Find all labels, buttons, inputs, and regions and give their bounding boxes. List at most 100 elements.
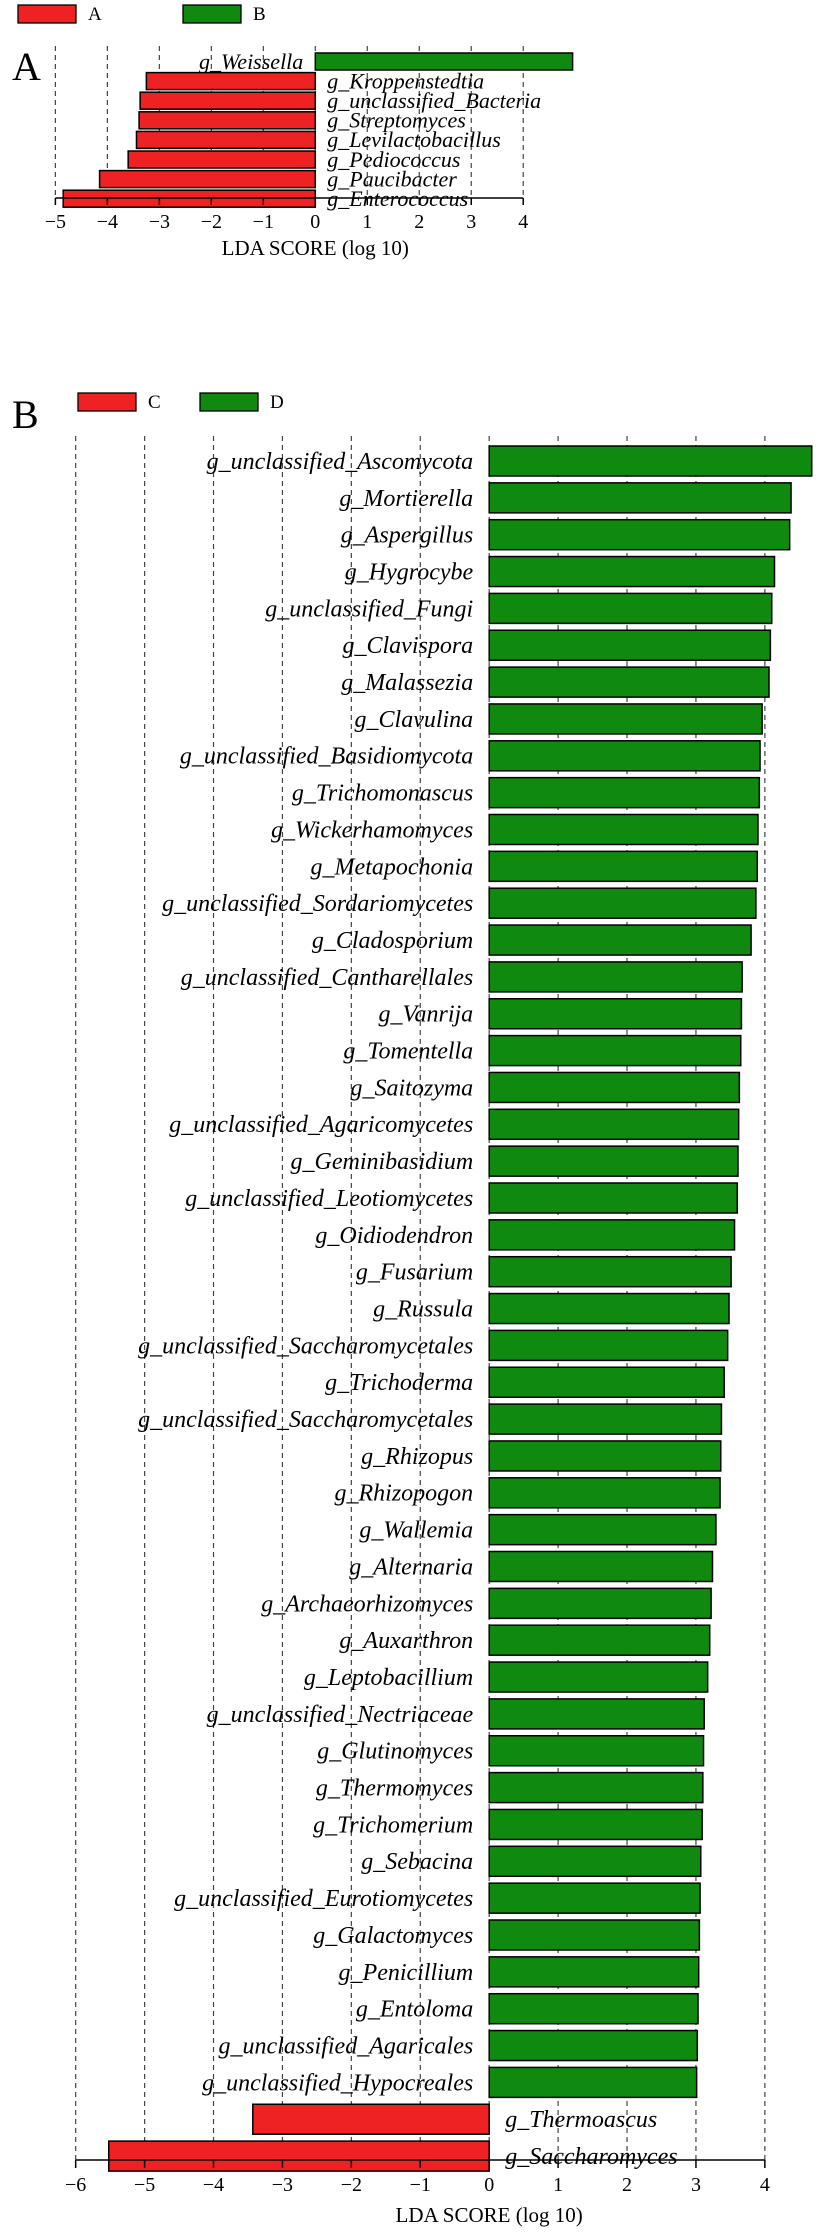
bar-g_unclassified_Cantharellales [488, 961, 743, 993]
bar-label: g_Thermoascus [505, 2107, 657, 2133]
bar-g_Tomentella [488, 1034, 742, 1067]
bar-g_Malassezia [488, 666, 770, 698]
bar-label: g_unclassified_Fungi [265, 596, 473, 622]
bar-label: g_Leptobacillium [304, 1665, 473, 1691]
bar-label: g_Vanrija [379, 1002, 474, 1028]
bar-g_Archaeorhizomyces [488, 1587, 712, 1620]
x-tick-label: −2 [201, 211, 222, 233]
bar-label: g_Hygrocybe [345, 559, 474, 585]
x-tick-label: −5 [45, 211, 66, 233]
bar-label: g_unclassified_Sordariomycetes [162, 891, 473, 917]
bar-label: g_unclassified_Bacteria [327, 88, 541, 113]
bar-label: g_Alternaria [349, 1554, 473, 1580]
x-tick-label: 4 [518, 211, 528, 233]
bar-label: g_Auxarthron [339, 1628, 473, 1654]
bar-label: g_unclassified_Eurotiomycetes [174, 1886, 473, 1912]
bar-g_unclassified_Ascomycota [488, 445, 813, 477]
x-tick-label: −4 [203, 2174, 224, 2196]
bar-g_Penicillium [488, 1956, 700, 1988]
bar-label: g_unclassified_Saccharomycetales [138, 1407, 473, 1433]
x-tick-label: −1 [410, 2174, 431, 2196]
bar-label: g_Aspergillus [341, 523, 473, 549]
bar-label: g_unclassified_Agaricomycetes [169, 1112, 473, 1138]
bar-label: g_Pediococcus [327, 147, 460, 172]
bar-g_unclassified_Saccharomycetales [488, 1329, 729, 1362]
x-tick-label: −4 [97, 211, 118, 233]
bar-g_Weissella [314, 52, 574, 71]
x-tick-label: 3 [466, 211, 476, 233]
bar-g_unclassified_Saccharomycetales [488, 1403, 723, 1435]
bar-g_Oidiodendron [488, 1219, 736, 1251]
bar-label: g_Archaeorhizomyces [261, 1591, 473, 1617]
bar-label: g_Cladosporium [312, 928, 473, 954]
legend-label-C: C [148, 392, 161, 413]
bar-g_Aspergillus [488, 518, 791, 551]
bar-label: g_Oidiodendron [315, 1223, 473, 1249]
bar-g_unclassified_Fungi [488, 592, 773, 625]
legend-swatch-B [182, 4, 242, 24]
bar-label: g_unclassified_Leotiomycetes [185, 1186, 473, 1212]
legend-swatch-C [77, 392, 137, 412]
bar-g_Geminibasidium [488, 1145, 739, 1177]
bar-g_Fusarium [488, 1255, 732, 1288]
bar-g_Sebacina [488, 1845, 702, 1878]
bar-g_unclassified_Nectriaceae [488, 1698, 705, 1730]
legend-label-A: A [88, 4, 102, 25]
bar-label: g_Entoloma [356, 1997, 473, 2023]
bar-label: g_Glutinomyces [317, 1739, 473, 1765]
x-tick-label: 1 [362, 211, 372, 233]
bar-g_Vanrija [488, 998, 743, 1030]
bar-g_unclassified_Hypocreales [488, 2066, 698, 2099]
x-tick-label: −5 [134, 2174, 155, 2196]
bar-label: g_Tomentella [343, 1039, 473, 1065]
bar-label: g_Kroppenstedtia [327, 68, 484, 93]
bar-label: g_unclassified_Agaricales [219, 2033, 474, 2059]
bar-label: g_Streptomyces [327, 108, 465, 133]
bar-label: g_Fusarium [356, 1260, 473, 1286]
bar-g_Mortierella [488, 482, 792, 514]
bar-label: g_unclassified_Ascomycota [207, 449, 474, 475]
bar-g_Alternaria [488, 1550, 714, 1583]
panel-B: B C Dg_unclassified_Ascomycota g_Mortierell… [12, 392, 813, 2227]
bar-label: g_Saitozyma [351, 1075, 474, 1101]
legend-swatch-D [199, 392, 259, 412]
bar-g_Trichomonascus [488, 776, 761, 809]
bar-label: g_Rhizopogon [335, 1481, 474, 1507]
bar-label: g_Russula [373, 1296, 473, 1322]
bar-g_Rhizopus [488, 1440, 722, 1472]
bar-label: g_Trichomonascus [292, 781, 473, 807]
bar-label: g_unclassified_Saccharomycetales [138, 1333, 473, 1359]
x-axis-title: LDA SCORE (log 10) [222, 236, 409, 260]
bar-label: g_Paucibacter [327, 166, 457, 191]
bar-g_Leptobacillium [488, 1661, 709, 1693]
bar-g_Thermoascus [252, 2103, 490, 2135]
bar-g_Saitozyma [488, 1071, 741, 1104]
x-tick-label: −3 [149, 211, 170, 233]
bar-label: g_Metapochonia [311, 854, 474, 880]
bar-g_unclassified_Basidiomycota [488, 740, 761, 772]
x-tick-label: −6 [65, 2174, 86, 2196]
x-tick-label: 0 [310, 211, 320, 233]
bar-g_unclassified_Leotiomycetes [488, 1182, 739, 1214]
bar-label: g_Levilactobacillus [327, 127, 501, 152]
bar-g_Wickerhamomyces [488, 813, 759, 846]
x-tick-label: 2 [622, 2174, 632, 2196]
x-tick-label: 1 [553, 2174, 563, 2196]
bar-g_Thermomyces [488, 1771, 704, 1804]
x-tick-label: 2 [414, 211, 424, 233]
bar-g_Entoloma [488, 1992, 699, 2025]
bar-g_Saccharomyces [108, 2140, 490, 2172]
bar-label: g_Geminibasidium [291, 1149, 474, 1175]
bar-label: g_unclassified_Nectriaceae [207, 1702, 474, 1728]
x-tick-label: −1 [253, 211, 274, 233]
x-tick-label: 3 [691, 2174, 701, 2196]
bar-label: g_Rhizopus [361, 1444, 473, 1470]
bar-label: g_unclassified_Cantharellales [181, 965, 473, 991]
bar-label: g_Wickerhamomyces [271, 817, 473, 843]
bar-g_Glutinomyces [488, 1735, 705, 1767]
bar-g_Galactomyces [488, 1919, 701, 1951]
bar-g_Clavulina [488, 703, 763, 735]
bar-label: g_unclassified_Hypocreales [202, 2070, 473, 2096]
legend-label-B: B [253, 4, 266, 25]
